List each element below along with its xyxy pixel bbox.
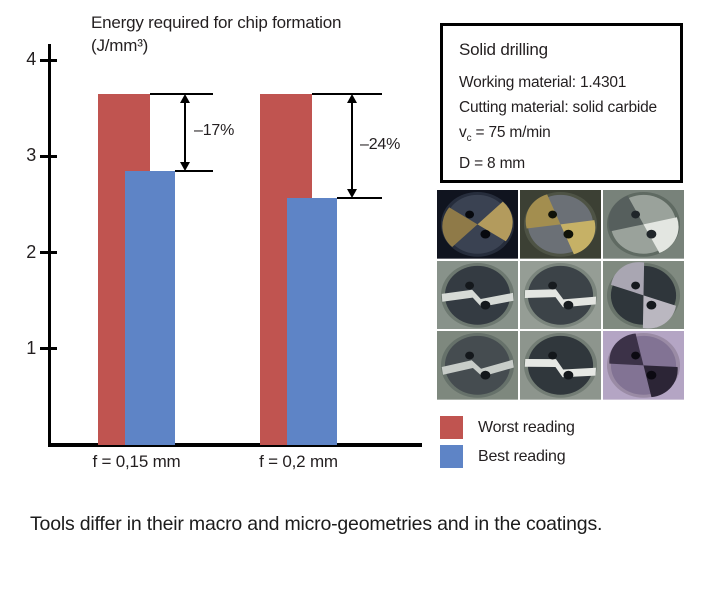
chart-title: Energy required for chip formation: [91, 13, 342, 32]
chart-unit-label: (J/mm³): [91, 36, 149, 55]
y-axis-tick-label: 2: [26, 241, 36, 262]
drill-face-photo-blade-silver: [520, 331, 601, 400]
y-axis-tick: [40, 154, 57, 158]
info-box-line: vc = 75 m/min: [459, 124, 551, 145]
drill-face-photo-blade-silver-image: [520, 331, 601, 400]
dimension-line-bottom: [175, 169, 213, 172]
drill-face-photo-silver: [603, 190, 684, 259]
dimension-line-bottom: [337, 196, 382, 199]
info-box-line: D = 8 mm: [459, 155, 526, 173]
drill-face-photo-gold-olive-image: [520, 190, 601, 259]
info-box: Solid drilling Working material: 1.4301 C…: [440, 23, 683, 183]
chart-legend: Worst reading Best reading: [440, 413, 575, 471]
y-axis-tick: [40, 58, 57, 62]
drill-face-photo-silver-image: [603, 190, 684, 259]
info-box-line: Cutting material: solid carbide: [459, 99, 657, 116]
bar-chart: Energy required for chip formation (J/mm…: [0, 0, 430, 500]
drill-face-photo-gold-dark: [437, 190, 518, 259]
drill-face-photo-blade-grey: [437, 331, 518, 400]
reduction-percent-label: –17%: [194, 122, 235, 140]
drill-photo-grid: [437, 190, 684, 400]
legend-label: Best reading: [478, 447, 566, 465]
category-label: f = 0,15 mm: [92, 452, 181, 471]
bar-best-reading: [125, 170, 175, 445]
bar-best-reading: [287, 197, 337, 445]
dimension-arrow: [347, 93, 357, 198]
y-axis-tick-label: 3: [26, 145, 36, 166]
info-box-lines: Working material: 1.4301 Cutting material…: [459, 70, 674, 176]
drill-face-photo-gold-dark-image: [437, 190, 518, 259]
legend-item: Worst reading: [440, 413, 575, 442]
legend-swatch-best-reading: [440, 445, 463, 468]
legend-label: Worst reading: [478, 418, 575, 436]
y-axis-tick-label: 4: [26, 49, 36, 69]
drill-face-photo-violet-image: [603, 331, 684, 400]
y-axis-line: [48, 44, 51, 447]
reduction-percent-label: –24%: [360, 135, 401, 153]
x-axis-line: [48, 443, 422, 447]
drill-face-photo-silver-wedge-image: [603, 260, 684, 330]
drill-face-photo-blade-dark: [437, 260, 518, 330]
legend-swatch-worst-reading: [440, 416, 463, 439]
y-axis-tick-label: 1: [26, 337, 36, 358]
dimension-arrow: [180, 93, 190, 171]
drill-face-photo-gold-olive: [520, 190, 601, 259]
y-axis-tick: [40, 251, 57, 254]
dimension-line-top: [312, 92, 382, 95]
y-axis-tick: [40, 347, 57, 351]
drill-face-photo-blade-dark-image: [437, 260, 518, 330]
figure-caption: Tools differ in their macro and micro-ge…: [30, 513, 603, 535]
drill-face-photo-violet: [603, 331, 684, 400]
drill-face-photo-blade-grey-image: [437, 331, 518, 400]
legend-item: Best reading: [440, 442, 575, 471]
info-box-line: Working material: 1.4301: [459, 74, 627, 91]
drill-face-photo-blade-bright: [520, 260, 601, 330]
drill-face-photo-silver-wedge: [603, 260, 684, 330]
category-label: f = 0,2 mm: [259, 452, 338, 471]
info-box-title: Solid drilling: [459, 40, 548, 59]
drill-face-photo-blade-bright-image: [520, 260, 601, 330]
